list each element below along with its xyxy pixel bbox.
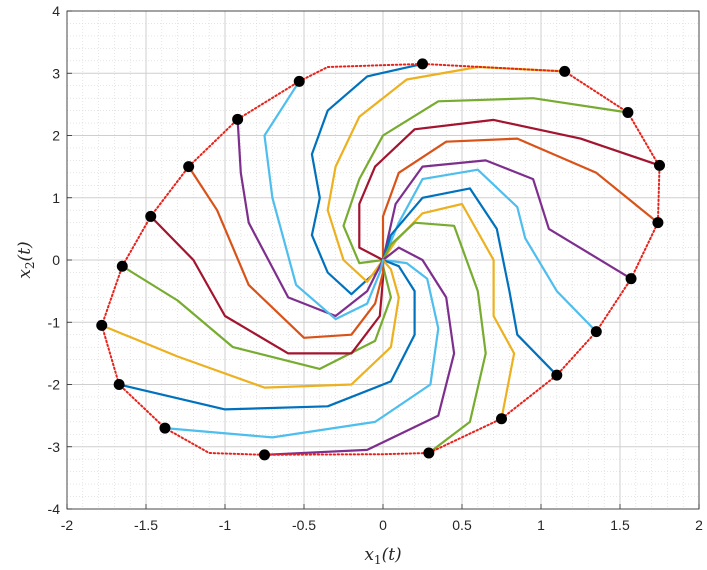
start-point-marker [159, 422, 171, 434]
trajectory-line [149, 215, 385, 355]
y-tick-label: -1 [48, 314, 61, 330]
x-tick-label: 1.5 [610, 517, 630, 533]
trajectory-line [263, 80, 385, 321]
start-point-marker [145, 210, 157, 222]
start-point-marker [496, 413, 507, 425]
trajectory-line [381, 221, 487, 455]
x-tick-label: -2 [61, 517, 74, 533]
trajectories [100, 62, 661, 456]
start-point-markers [96, 58, 665, 461]
start-point-marker [259, 449, 270, 461]
x-tick-label: -1.5 [134, 517, 158, 533]
y-tick-labels: -4 -3 -2 -1 0 1 2 3 4 [48, 3, 61, 517]
trajectory-line [236, 118, 385, 318]
trajectory-line [381, 137, 659, 262]
trajectory-line [121, 258, 392, 370]
y-tick-label: -4 [48, 501, 61, 517]
start-point-marker [625, 273, 637, 285]
y-axis-label: x2(t) [15, 241, 37, 278]
x-axis-label: x1(t) [364, 545, 401, 567]
x-tick-label: 0.5 [452, 517, 472, 533]
start-point-marker [417, 58, 428, 70]
start-point-marker [551, 369, 563, 381]
trajectory-line [381, 159, 633, 280]
x-tick-label: 1 [537, 517, 545, 533]
start-point-marker [113, 379, 125, 390]
trajectory-line [342, 97, 629, 265]
trajectory-line [118, 258, 416, 411]
x-tick-labels: -2 -1.5 -1 -0.5 0 0.5 1 1.5 2 [61, 517, 703, 533]
plot-frame [66, 10, 700, 510]
trajectory-line [100, 258, 400, 389]
start-point-marker [96, 319, 108, 331]
x-tick-label: 0 [379, 517, 387, 533]
trajectory-line [381, 187, 558, 377]
y-tick-label: 2 [52, 128, 60, 144]
start-point-marker [423, 447, 435, 459]
y-tick-label: 3 [52, 65, 60, 81]
trajectory-line [163, 258, 440, 439]
start-point-marker [232, 113, 244, 125]
trajectory-line [358, 118, 661, 262]
start-point-marker [654, 159, 665, 171]
y-tick-label: 0 [52, 252, 60, 268]
start-point-marker [652, 217, 664, 229]
start-point-marker [116, 260, 128, 272]
start-point-marker [590, 326, 602, 338]
trajectory-line [263, 246, 456, 456]
trajectory-line [381, 168, 598, 333]
y-tick-label: -2 [48, 377, 61, 393]
start-point-marker [559, 65, 571, 77]
trajectory-line [187, 165, 385, 339]
x-tick-label: -0.5 [292, 517, 316, 533]
trajectory-line [310, 62, 424, 296]
trajectory-line [326, 65, 566, 283]
start-point-marker [183, 161, 195, 173]
start-point-marker [293, 75, 305, 87]
x-tick-label: 2 [695, 517, 703, 533]
y-tick-label: 4 [52, 3, 60, 19]
y-tick-label: -3 [48, 439, 61, 455]
y-tick-label: 1 [52, 190, 60, 206]
x-tick-label: -1 [219, 517, 232, 533]
start-point-marker [622, 106, 634, 118]
